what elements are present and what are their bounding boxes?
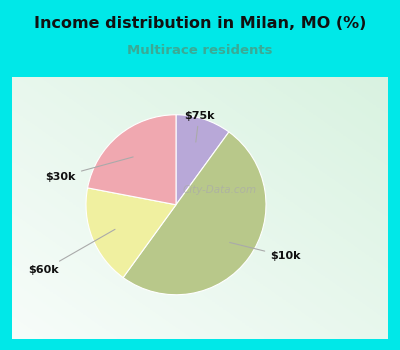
- Text: City-Data.com: City-Data.com: [182, 185, 256, 195]
- Text: $60k: $60k: [28, 229, 115, 275]
- Text: $75k: $75k: [184, 111, 214, 142]
- Text: Multirace residents: Multirace residents: [127, 44, 273, 57]
- Wedge shape: [176, 115, 229, 205]
- Text: $10k: $10k: [230, 243, 301, 261]
- Wedge shape: [88, 115, 176, 205]
- Wedge shape: [123, 132, 266, 295]
- Text: $30k: $30k: [46, 157, 133, 182]
- Text: Income distribution in Milan, MO (%): Income distribution in Milan, MO (%): [34, 16, 366, 31]
- Wedge shape: [86, 188, 176, 278]
